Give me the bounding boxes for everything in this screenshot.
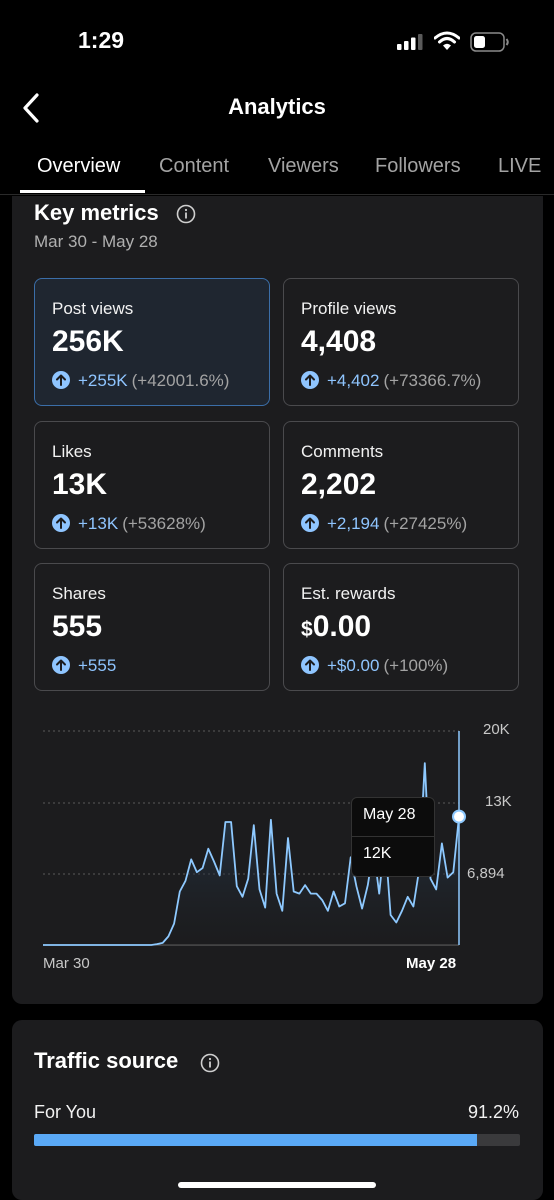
page-title: Analytics — [228, 94, 326, 119]
status-time: 1:29 — [78, 27, 125, 53]
metric-change: +13K (+53628%) — [52, 514, 206, 534]
wifi-icon — [434, 31, 460, 50]
metric-pct: (+27425%) — [383, 514, 468, 533]
currency-symbol: $ — [301, 618, 313, 641]
metric-value: 4,408 — [301, 325, 377, 358]
metric-label: Comments — [301, 442, 384, 461]
metric-value: 256K — [52, 325, 124, 358]
metric-delta: +555 — [78, 656, 117, 675]
metric-value: 2,202 — [301, 468, 377, 501]
y-tick-label: 20K — [483, 721, 510, 738]
chart-tooltip: May 28 12K — [351, 797, 435, 877]
home-indicator[interactable] — [178, 1182, 376, 1188]
tab-overview[interactable]: Overview — [37, 155, 121, 177]
metric-delta: +$0.00 — [327, 656, 380, 675]
tooltip-date: May 28 — [363, 806, 416, 823]
info-icon[interactable] — [176, 204, 196, 224]
metric-value: 13K — [52, 468, 108, 501]
metric-delta: +255K — [78, 371, 128, 390]
metric-delta: +4,402 — [327, 371, 380, 390]
tab-bar: Overview Content Viewers Followers LIVE — [0, 148, 554, 195]
traffic-pct: 91.2% — [467, 1102, 519, 1122]
traffic-progress-fill — [34, 1134, 478, 1146]
traffic-source-title: Traffic source — [34, 1048, 179, 1073]
metric-change: +$0.00 (+100%) — [301, 656, 448, 676]
metric-post-views[interactable]: Post views 256K +255K (+42001.6%) — [34, 278, 270, 406]
metric-pct: (+53628%) — [122, 514, 206, 533]
nav-bar: Analytics — [0, 86, 554, 130]
active-tab-indicator — [20, 190, 145, 193]
tab-followers[interactable]: Followers — [375, 155, 461, 177]
arrow-up-icon — [301, 371, 319, 389]
tooltip-divider — [352, 836, 434, 837]
traffic-source-card: Traffic source For You 91.2% — [12, 1020, 543, 1200]
metric-delta: +2,194 — [327, 514, 380, 533]
metric-label: Likes — [52, 442, 92, 461]
arrow-up-icon — [52, 371, 70, 389]
tab-content[interactable]: Content — [159, 155, 230, 177]
key-metrics-title: Key metrics — [34, 200, 159, 225]
metric-est-rewards[interactable]: Est. rewards $0.00 +$0.00 (+100%) — [283, 563, 519, 691]
metric-value: 555 — [52, 610, 103, 643]
metric-change: +4,402 (+73366.7%) — [301, 371, 481, 391]
battery-icon — [470, 32, 509, 52]
date-range: Mar 30 - May 28 — [34, 232, 158, 251]
metric-pct: (+73366.7%) — [383, 371, 482, 390]
metric-delta: +13K — [78, 514, 119, 533]
metric-label: Profile views — [301, 299, 397, 318]
metric-likes[interactable]: Likes 13K +13K (+53628%) — [34, 421, 270, 549]
tab-live[interactable]: LIVE — [498, 155, 542, 177]
metric-label: Est. rewards — [301, 584, 396, 603]
arrow-up-icon — [52, 514, 70, 532]
metric-change: +2,194 (+27425%) — [301, 514, 467, 534]
metric-amount: 0.00 — [312, 610, 372, 643]
traffic-label: For You — [34, 1102, 97, 1122]
series-line — [43, 762, 460, 946]
arrow-up-icon — [301, 514, 319, 532]
metric-label: Shares — [52, 584, 106, 603]
metric-label: Post views — [52, 299, 134, 318]
y-tick-label: 13K — [485, 793, 512, 810]
back-arrow-icon[interactable] — [20, 90, 44, 126]
traffic-progress-bar — [34, 1134, 520, 1146]
tab-viewers[interactable]: Viewers — [268, 155, 339, 177]
metric-value: $0.00 — [301, 610, 371, 644]
x-tick-label: Mar 30 — [43, 955, 90, 972]
metric-pct: (+42001.6%) — [131, 371, 230, 390]
cursor-point[interactable] — [452, 809, 466, 824]
metric-profile-views[interactable]: Profile views 4,408 +4,402 (+73366.7%) — [283, 278, 519, 406]
metric-pct: (+100%) — [383, 656, 449, 675]
metric-change: +255K (+42001.6%) — [52, 371, 229, 391]
metric-shares[interactable]: Shares 555 +555 — [34, 563, 270, 691]
info-icon[interactable] — [200, 1053, 220, 1073]
arrow-up-icon — [52, 656, 70, 674]
status-bar: 1:29 — [0, 0, 554, 80]
metric-comments[interactable]: Comments 2,202 +2,194 (+27425%) — [283, 421, 519, 549]
metric-change: +555 — [52, 656, 116, 676]
signal-icon — [397, 34, 423, 50]
tooltip-value: 12K — [363, 845, 392, 862]
arrow-up-icon — [301, 656, 319, 674]
y-tick-label: 6,894 — [467, 865, 505, 882]
x-tick-label: May 28 — [406, 955, 457, 972]
